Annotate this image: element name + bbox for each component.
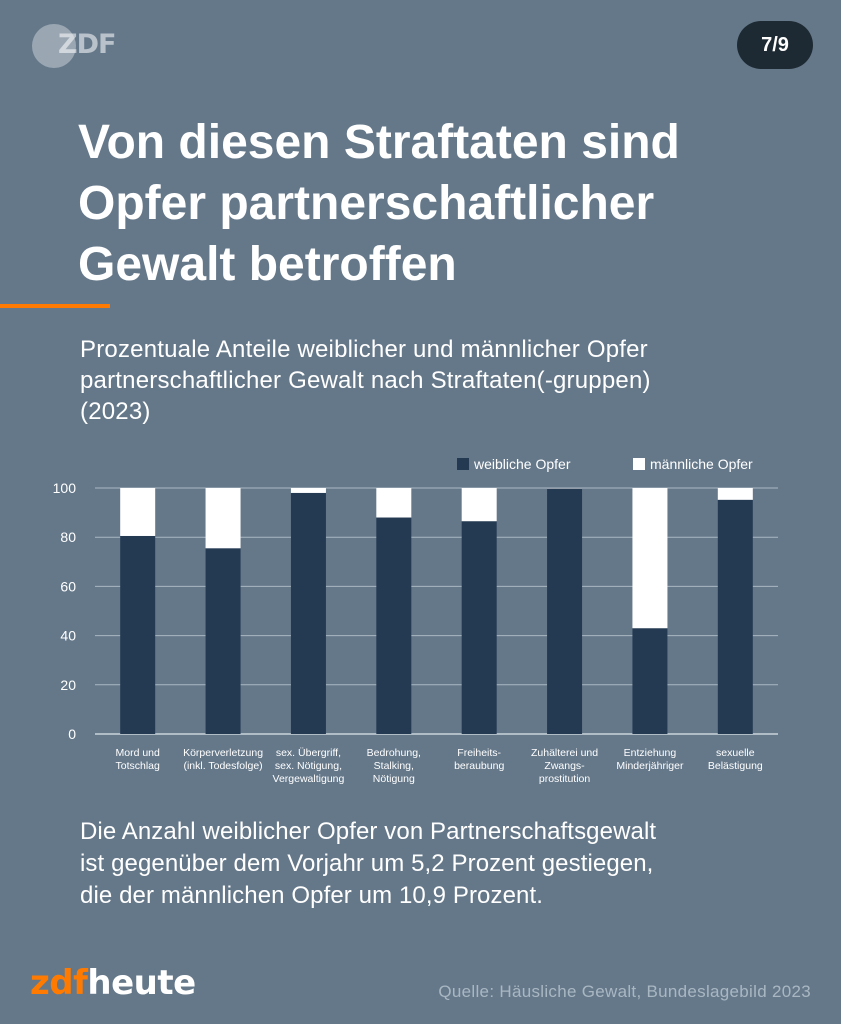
- bar-male: [290, 488, 326, 493]
- source-note: Quelle: Häusliche Gewalt, Bundeslagebild…: [438, 982, 811, 1001]
- brand-zdf: zdf: [30, 963, 88, 1003]
- x-tick-label: Mord und: [116, 747, 161, 759]
- zdf-logo-text: ZDF: [58, 29, 116, 60]
- summary-line: Die Anzahl weiblicher Opfer von Partners…: [80, 818, 657, 845]
- page-indicator-badge: 7/9: [737, 21, 813, 69]
- x-tick-label: Bedrohung,: [367, 747, 421, 759]
- x-tick-label: Vergewaltigung: [273, 773, 345, 785]
- x-tick-label: prostitution: [539, 773, 591, 785]
- x-tick-label: Freiheits-: [457, 747, 501, 759]
- x-tick-label: Stalking,: [374, 760, 414, 772]
- bar-female: [717, 499, 753, 734]
- subtitle-line: partnerschaftlicher Gewalt nach Straftat…: [80, 367, 651, 394]
- x-tick-label: Nötigung: [373, 773, 415, 785]
- x-tick-label: Totschlag: [116, 760, 161, 772]
- bar-male: [376, 488, 412, 518]
- bar-female: [461, 521, 497, 734]
- title-line: Opfer partnerschaftlicher: [78, 177, 655, 230]
- summary-line: ist gegenüber dem Vorjahr um 5,2 Prozent…: [80, 850, 654, 877]
- legend-label: weibliche Opfer: [473, 456, 571, 472]
- summary-line: die der männlichen Opfer um 10,9 Prozent…: [80, 882, 544, 909]
- chart-subtitle: Prozentuale Anteile weiblicher und männl…: [80, 334, 800, 427]
- x-tick-label: Körperverletzung: [183, 747, 263, 759]
- x-tick-label: Zwangs-: [544, 760, 585, 772]
- y-tick-label: 20: [60, 677, 76, 693]
- x-tick-label: Zuhälterei und: [531, 747, 598, 759]
- x-tick-label: beraubung: [454, 760, 504, 772]
- y-tick-label: 60: [60, 578, 76, 594]
- bar-male: [717, 488, 753, 500]
- bar-female: [205, 548, 241, 734]
- legend-swatch: [633, 458, 645, 470]
- legend-label: männliche Opfer: [650, 456, 753, 472]
- summary-text: Die Anzahl weiblicher Opfer von Partners…: [80, 816, 820, 912]
- x-tick-label: Minderjähriger: [616, 760, 684, 772]
- zdfheute-logo: zdfheute: [30, 963, 196, 1013]
- bar-male: [205, 488, 241, 549]
- x-tick-label: (inkl. Todesfolge): [183, 760, 262, 772]
- accent-divider: [0, 304, 110, 308]
- x-tick-label: sex. Nötigung,: [275, 760, 342, 772]
- title-line: Von diesen Straftaten sind: [78, 116, 680, 169]
- brand-heute: heute: [87, 963, 196, 1003]
- page-title: Von diesen Straftaten sind Opfer partner…: [78, 112, 798, 295]
- x-tick-label: Entziehung: [624, 747, 677, 759]
- y-tick-label: 80: [60, 529, 76, 545]
- subtitle-line: Prozentuale Anteile weiblicher und männl…: [80, 336, 648, 363]
- bar-male: [461, 488, 497, 522]
- bar-female: [120, 535, 156, 734]
- x-tick-label: sexuelle: [716, 747, 755, 759]
- x-tick-label: Belästigung: [708, 760, 763, 772]
- bar-female: [290, 492, 326, 734]
- y-tick-label: 40: [60, 628, 76, 644]
- title-line: Gewalt betroffen: [78, 238, 457, 291]
- bar-female: [632, 628, 668, 734]
- y-tick-label: 100: [53, 480, 77, 496]
- bar-male: [632, 488, 668, 629]
- zdf-logo-circle: [32, 24, 76, 68]
- y-tick-label: 0: [68, 726, 76, 742]
- zdf-logo: ZDF: [30, 22, 120, 70]
- bar-female: [547, 488, 583, 734]
- legend-swatch: [457, 458, 469, 470]
- bar-female: [376, 517, 412, 734]
- subtitle-line: (2023): [80, 398, 151, 425]
- x-tick-label: sex. Übergriff,: [276, 747, 341, 759]
- bar-male: [120, 488, 156, 536]
